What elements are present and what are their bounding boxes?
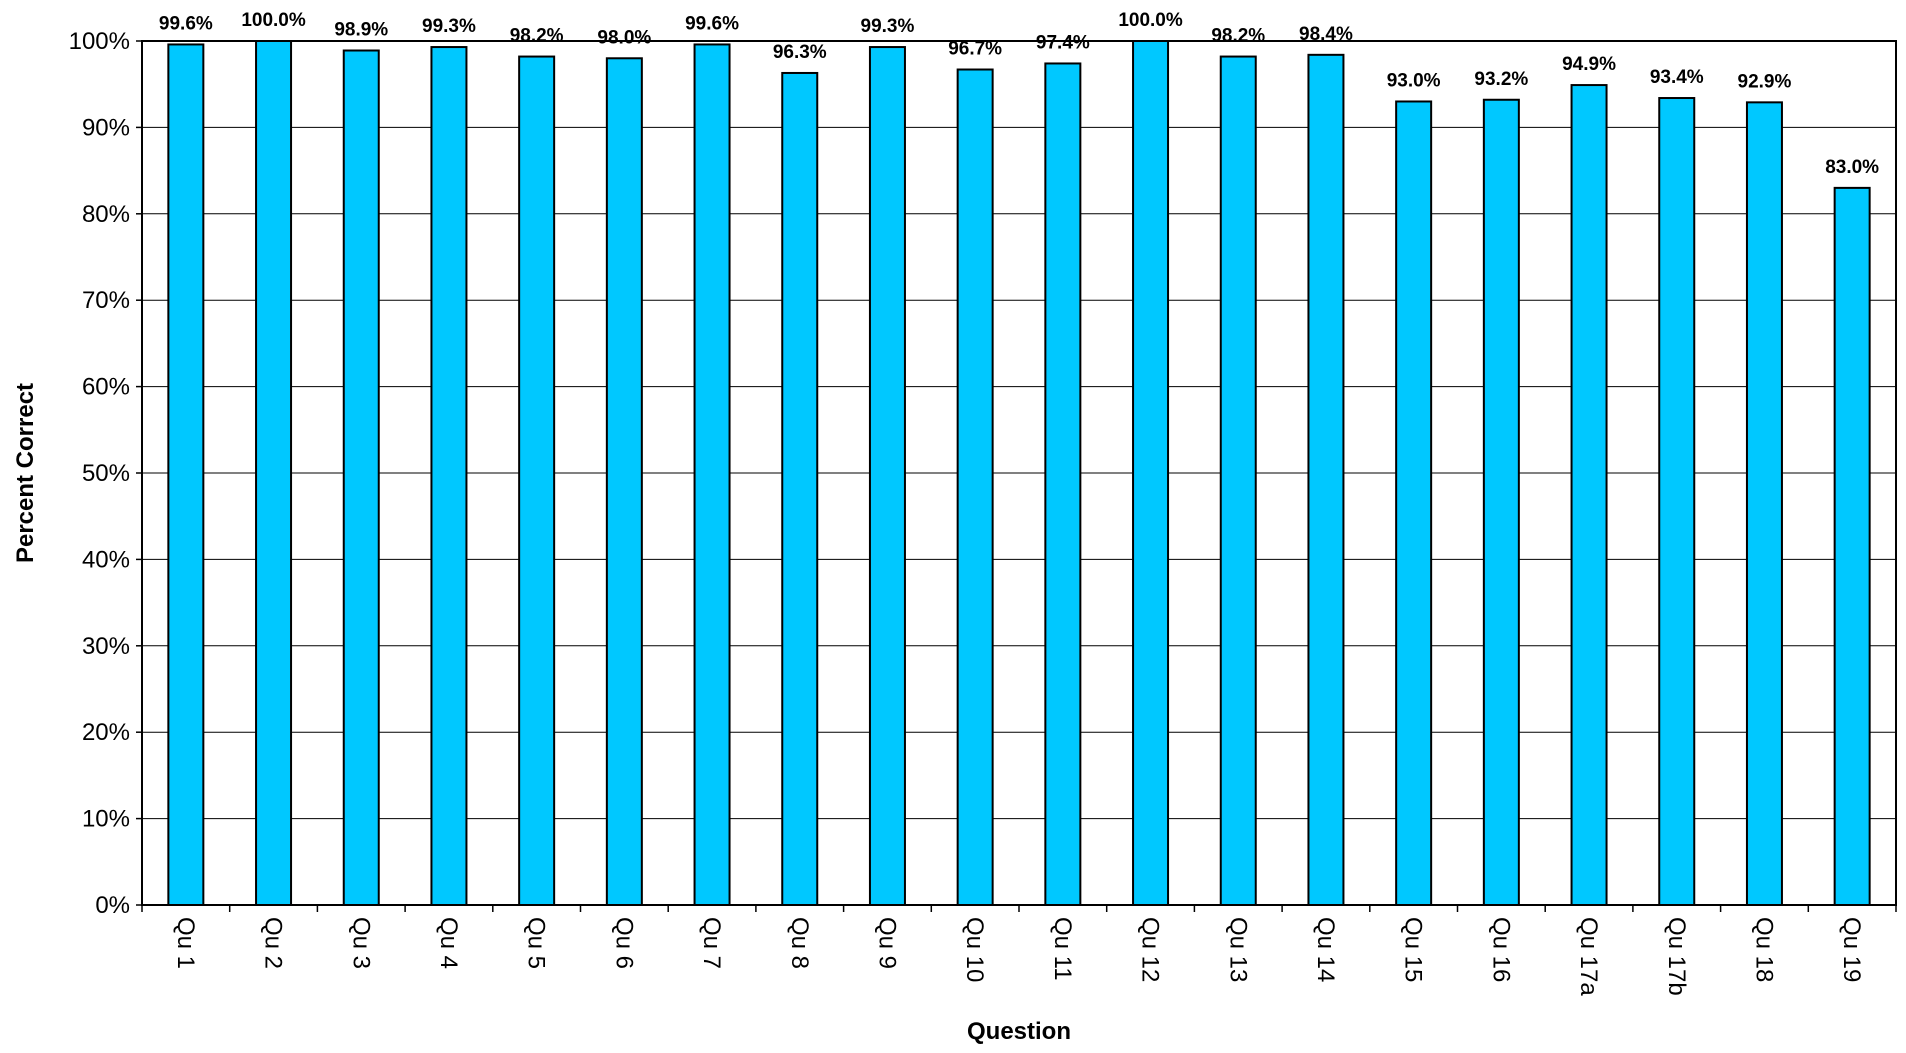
bar bbox=[1833, 186, 1871, 906]
y-tick-label: 10% bbox=[82, 806, 130, 833]
x-tick-label: Qu 17b bbox=[1663, 917, 1690, 996]
y-tick-label: 40% bbox=[82, 546, 130, 573]
y-tick-label: 80% bbox=[82, 201, 130, 228]
bar bbox=[1570, 84, 1608, 906]
data-label: 100.0% bbox=[241, 10, 306, 31]
data-label: 98.9% bbox=[334, 20, 388, 41]
y-tick-label: 100% bbox=[69, 28, 130, 55]
x-tick-label: Qu 3 bbox=[347, 917, 374, 969]
data-label: 98.2% bbox=[1211, 26, 1265, 47]
x-tick-label: Qu 15 bbox=[1400, 917, 1427, 982]
y-tick-label: 20% bbox=[82, 719, 130, 746]
x-tick-label: Qu 9 bbox=[873, 917, 900, 969]
data-label: 99.3% bbox=[861, 16, 915, 37]
bar bbox=[693, 43, 731, 907]
bar bbox=[868, 46, 906, 907]
x-tick-label: Qu 19 bbox=[1838, 917, 1865, 982]
bar bbox=[605, 57, 643, 906]
bar bbox=[1482, 98, 1520, 906]
data-label: 93.0% bbox=[1387, 70, 1441, 91]
x-tick-label: Qu 7 bbox=[698, 917, 725, 969]
bar bbox=[342, 49, 380, 906]
x-tick-label: Qu 16 bbox=[1487, 917, 1514, 982]
y-axis-title: Percent Correct bbox=[12, 383, 39, 563]
x-tick-label: Qu 5 bbox=[523, 917, 550, 969]
y-tick-label: 30% bbox=[82, 633, 130, 660]
data-label: 83.0% bbox=[1825, 157, 1879, 178]
y-tick-label: 60% bbox=[82, 374, 130, 401]
data-label: 94.9% bbox=[1562, 54, 1616, 75]
data-label: 92.9% bbox=[1738, 71, 1792, 92]
data-label: 100.0% bbox=[1118, 10, 1183, 31]
bar bbox=[1307, 53, 1345, 907]
x-tick-label: Qu 2 bbox=[260, 917, 287, 969]
y-tick-label: 90% bbox=[82, 114, 130, 141]
x-tick-label: Qu 12 bbox=[1137, 917, 1164, 982]
data-label: 93.2% bbox=[1474, 69, 1528, 90]
bar bbox=[1395, 100, 1433, 907]
x-tick-label: Qu 14 bbox=[1312, 917, 1339, 982]
bar bbox=[518, 55, 556, 906]
bar bbox=[167, 43, 205, 907]
bar bbox=[781, 71, 819, 906]
y-tick-label: 70% bbox=[82, 287, 130, 314]
plot-frame bbox=[141, 40, 1897, 906]
bar bbox=[956, 68, 994, 906]
x-tick-label: Qu 11 bbox=[1049, 917, 1076, 981]
gridlines bbox=[142, 40, 1896, 820]
x-tick-labels: Qu 1 Qu 2 Qu 3 Qu 4 Qu 5 Qu 6 Qu 7 Qu 8 Qu 9 Qu 1… bbox=[172, 917, 1865, 996]
data-label: 96.7% bbox=[948, 39, 1002, 60]
data-label: 96.3% bbox=[773, 42, 827, 63]
bar bbox=[1658, 97, 1696, 907]
y-tick-label: 0% bbox=[95, 892, 130, 919]
x-tick-label: Qu 10 bbox=[961, 917, 988, 982]
bar bbox=[430, 46, 468, 907]
x-axis-title: Question bbox=[967, 1018, 1071, 1045]
x-tick-label: Qu 18 bbox=[1750, 917, 1777, 982]
bar bbox=[255, 40, 293, 906]
data-label: 99.3% bbox=[422, 16, 476, 37]
data-label: 98.2% bbox=[510, 26, 564, 47]
data-label: 99.6% bbox=[685, 13, 739, 34]
x-tick-label: Qu 4 bbox=[435, 917, 462, 969]
data-label: 99.6% bbox=[159, 13, 213, 34]
data-label: 93.4% bbox=[1650, 67, 1704, 88]
axes bbox=[136, 40, 1897, 912]
x-tick-label: Qu 1 bbox=[172, 917, 199, 969]
data-label: 97.4% bbox=[1036, 32, 1090, 53]
data-labels: 99.6% 100.0% 98.9% 99.3% 98.2% 98.0% 99.6% 96.3… bbox=[159, 10, 1879, 178]
x-tick-label: Qu 6 bbox=[610, 917, 637, 969]
x-tick-label: Qu 8 bbox=[786, 917, 813, 969]
y-tick-labels: 0% 10% 20% 30% 40% 50% 60% 70% 80% 90% 100% bbox=[69, 28, 130, 919]
data-label: 98.0% bbox=[597, 27, 651, 48]
bar bbox=[1044, 62, 1082, 907]
bar bbox=[1219, 55, 1257, 906]
bar bbox=[1132, 40, 1170, 906]
x-tick-label: Qu 17a bbox=[1575, 917, 1602, 996]
y-tick-label: 50% bbox=[82, 460, 130, 487]
bar bbox=[1745, 101, 1783, 907]
x-tick-label: Qu 13 bbox=[1224, 917, 1251, 982]
data-label: 98.4% bbox=[1299, 24, 1353, 45]
